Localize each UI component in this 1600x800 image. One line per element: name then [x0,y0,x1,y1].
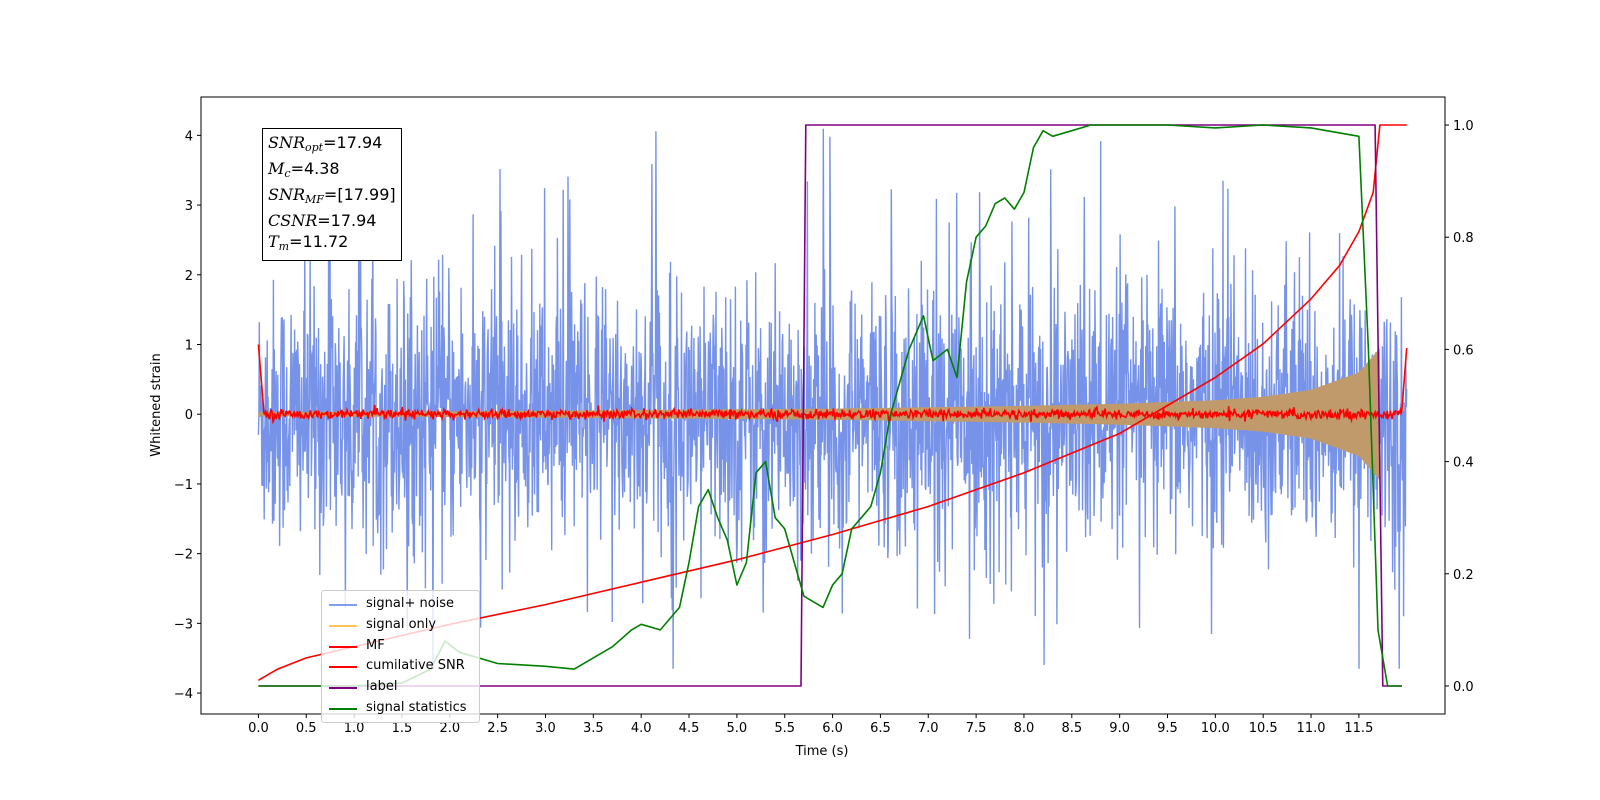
legend-label: signal statistics [366,700,467,715]
x-tick-label: 4.5 [679,721,700,736]
y-tick-label-left: −2 [174,548,193,563]
legend-swatch [329,604,357,606]
series-signal-statistics [258,124,1402,687]
y-tick-label-left: 3 [185,199,193,214]
x-tick-label: 10.5 [1249,721,1278,736]
legend-item: signal statistics [322,699,479,719]
x-tick-label: 4.0 [631,721,652,736]
x-tick-label: 9.5 [1157,721,1178,736]
legend-swatch [329,645,357,648]
y-tick-label-left: 1 [185,338,193,353]
x-tick-label: 3.5 [583,721,604,736]
x-tick-label: 11.5 [1344,721,1373,736]
x-tick-label: 0.5 [296,721,317,736]
annotation-mc: Mc=4.38 [268,159,340,180]
legend-label: signal+ noise [366,596,455,611]
y-tick-label-right: 0.4 [1453,456,1474,471]
legend-swatch [329,624,357,627]
legend-label: cumilative SNR [366,658,465,674]
legend-swatch [329,687,357,690]
x-tick-label: 10.0 [1201,721,1230,736]
legend-item: signal only [322,616,479,636]
y-tick-label-right: 1.0 [1453,119,1474,134]
legend-swatch [329,666,357,669]
series-mf [257,344,1408,425]
x-tick-label: 1.0 [344,721,365,736]
axes: 0.0 0.5 1.0 1.5 2.0 2.5 3.0 3.5 4.0 4.5 5.0 5.5 6.0 6… [174,119,1474,736]
x-tick-label: 2.0 [439,721,460,736]
annotation-snr-opt: SNRopt=17.94 [268,133,383,154]
x-tick-label: 5.5 [774,721,795,736]
legend-item: cumilative SNR [322,657,479,677]
y-tick-label-left: 4 [185,129,193,144]
plot-frame [200,96,1446,715]
y-tick-label-right: 0.6 [1453,343,1474,358]
legend-item: label [322,678,479,698]
annotation-csnr: CSNR=17.94 [268,211,377,230]
legend-label: label [366,679,398,695]
x-tick-label: 5.0 [727,721,748,736]
annotation-snr-mf: SNRMF=[17.99] [268,185,396,206]
chart-legend: signal+ noise signal only MF cumilative SNR… [321,590,480,723]
legend-item: MF [322,637,479,657]
x-tick-label: 3.0 [535,721,556,736]
x-tick-label: 8.0 [1014,721,1035,736]
x-axis-label: Time (s) [795,744,849,759]
legend-label: MF [366,637,385,653]
annotation-box: SNRopt=17.94 Mc=4.38 SNRMF=[17.99] CSNR=… [262,128,402,261]
y-tick-label-left: 0 [185,408,193,423]
legend-swatch [329,708,357,710]
x-tick-label: 11.0 [1297,721,1326,736]
x-tick-label: 6.5 [870,721,891,736]
annotation-tm: Tm=11.72 [268,232,349,253]
y-tick-label-left: −4 [174,687,193,702]
series-signal-noise [257,128,1408,669]
x-tick-label: 8.5 [1061,721,1082,736]
x-tick-label: 7.5 [966,721,987,736]
x-tick-label: 0.0 [248,721,269,736]
y-tick-label-right: 0.0 [1453,680,1474,695]
legend-item: signal+ noise [322,595,479,615]
x-tick-label: 2.5 [487,721,508,736]
y-tick-label-left: 2 [185,269,193,284]
x-tick-label: 1.5 [392,721,413,736]
legend-label: signal only [366,616,437,632]
x-tick-label: 6.0 [822,721,843,736]
y-axis-label: Whitened strain [149,353,164,456]
x-tick-label: 7.0 [918,721,939,736]
y-tick-label-right: 0.2 [1453,568,1474,583]
y-tick-label-left: −1 [174,478,193,493]
y-tick-label-right: 0.8 [1453,231,1474,246]
x-tick-label: 9.0 [1109,721,1130,736]
y-tick-label-left: −3 [174,617,193,632]
